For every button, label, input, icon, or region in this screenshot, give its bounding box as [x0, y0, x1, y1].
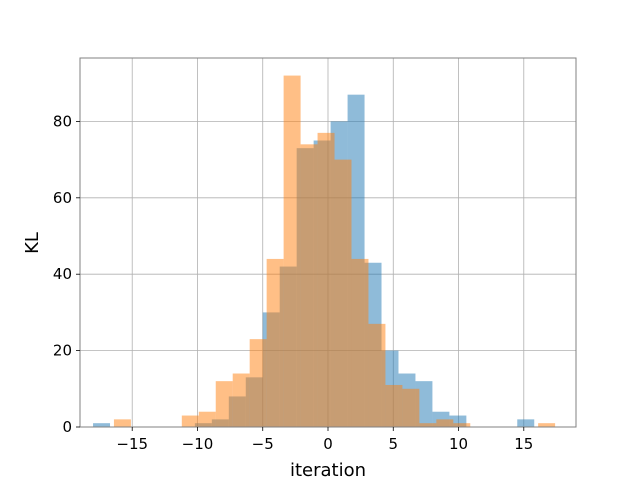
histogram-bar: [215, 381, 233, 427]
histogram-bar: [181, 415, 199, 427]
x-tick-label: 0: [323, 435, 333, 453]
histogram-bar: [517, 419, 535, 427]
series-2: [113, 75, 556, 428]
histogram-bar: [283, 75, 301, 428]
x-tick-label: −10: [182, 435, 214, 453]
x-tick-label: 5: [388, 435, 398, 453]
histogram-bar: [419, 423, 437, 427]
y-tick-label: 0: [62, 418, 72, 436]
histogram-bar: [385, 384, 403, 427]
histogram-bar: [453, 423, 471, 427]
histogram-bar: [317, 132, 335, 427]
histogram-bar: [351, 258, 369, 427]
histogram-bar: [232, 373, 250, 427]
histogram-bar: [436, 419, 454, 427]
histogram-bar: [368, 323, 386, 427]
histogram-bar: [300, 144, 318, 427]
y-axis-label: KL: [22, 232, 43, 254]
y-tick-label: 60: [53, 189, 72, 207]
y-tick-label: 40: [53, 265, 72, 283]
histogram-bar: [266, 258, 284, 427]
histogram-bar: [402, 388, 420, 427]
y-tick-label: 80: [53, 112, 72, 130]
histogram-bar: [113, 419, 131, 427]
histogram-bars: [93, 75, 556, 428]
histogram-bar: [249, 339, 267, 427]
histogram-bar: [93, 423, 111, 427]
histogram-bar: [538, 423, 556, 427]
histogram-bar: [198, 411, 216, 427]
histogram-bar: [334, 159, 352, 427]
x-tick-label: 10: [449, 435, 468, 453]
x-tick-label: −5: [252, 435, 274, 453]
histogram-bar: [449, 415, 467, 427]
y-tick-label: 20: [53, 342, 72, 360]
x-tick-label: −15: [116, 435, 148, 453]
x-axis-label: iteration: [290, 460, 366, 480]
histogram-bar: [415, 381, 433, 427]
x-tick-label: 15: [514, 435, 533, 453]
axis-ticks: −15 −10 −5 0 5 10 15 0 20 40 60 80: [53, 112, 533, 453]
